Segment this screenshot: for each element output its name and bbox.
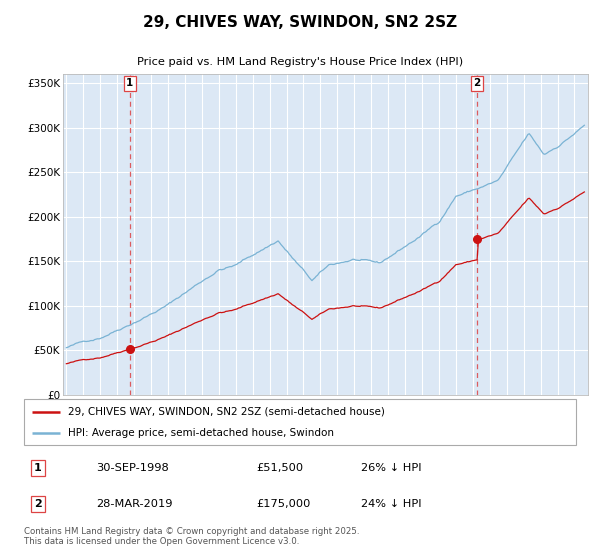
FancyBboxPatch shape xyxy=(24,399,576,445)
Text: 29, CHIVES WAY, SWINDON, SN2 2SZ: 29, CHIVES WAY, SWINDON, SN2 2SZ xyxy=(143,15,457,30)
Text: 2: 2 xyxy=(473,78,481,88)
Text: 2: 2 xyxy=(34,499,41,509)
Text: HPI: Average price, semi-detached house, Swindon: HPI: Average price, semi-detached house,… xyxy=(68,428,334,438)
Text: 30-SEP-1998: 30-SEP-1998 xyxy=(96,463,169,473)
Text: £51,500: £51,500 xyxy=(256,463,303,473)
Text: 26% ↓ HPI: 26% ↓ HPI xyxy=(361,463,421,473)
Text: 28-MAR-2019: 28-MAR-2019 xyxy=(96,499,172,509)
Text: £175,000: £175,000 xyxy=(256,499,310,509)
Text: 24% ↓ HPI: 24% ↓ HPI xyxy=(361,499,421,509)
Text: Price paid vs. HM Land Registry's House Price Index (HPI): Price paid vs. HM Land Registry's House … xyxy=(137,57,463,67)
Text: 1: 1 xyxy=(34,463,41,473)
Text: 29, CHIVES WAY, SWINDON, SN2 2SZ (semi-detached house): 29, CHIVES WAY, SWINDON, SN2 2SZ (semi-d… xyxy=(68,407,385,417)
Text: 1: 1 xyxy=(126,78,134,88)
Text: Contains HM Land Registry data © Crown copyright and database right 2025.
This d: Contains HM Land Registry data © Crown c… xyxy=(24,527,359,547)
